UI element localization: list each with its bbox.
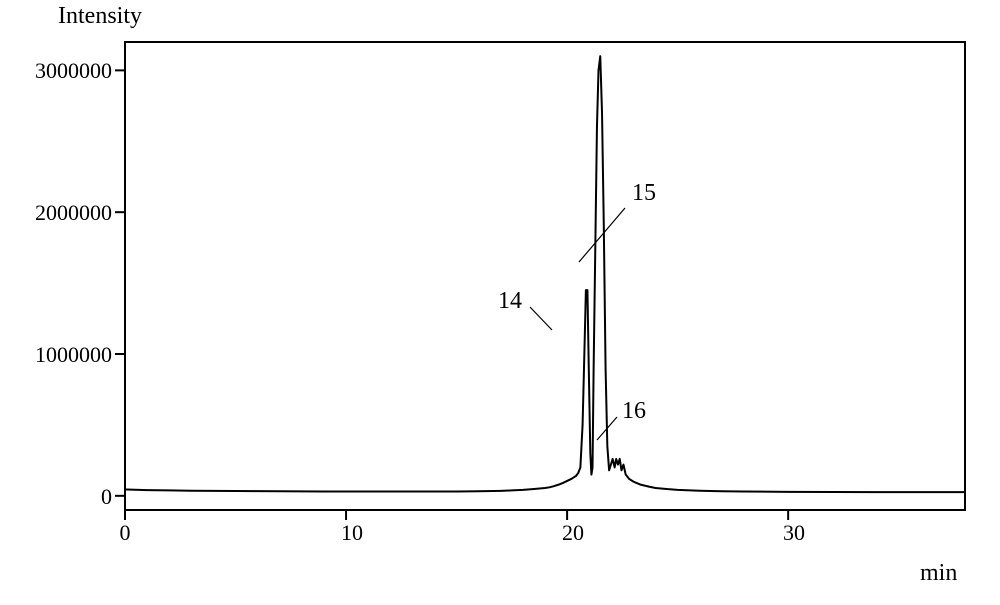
plot-svg — [0, 0, 1000, 605]
chromatogram-chart: Intensity min 0 1000000 2000000 3000000 … — [0, 0, 1000, 605]
